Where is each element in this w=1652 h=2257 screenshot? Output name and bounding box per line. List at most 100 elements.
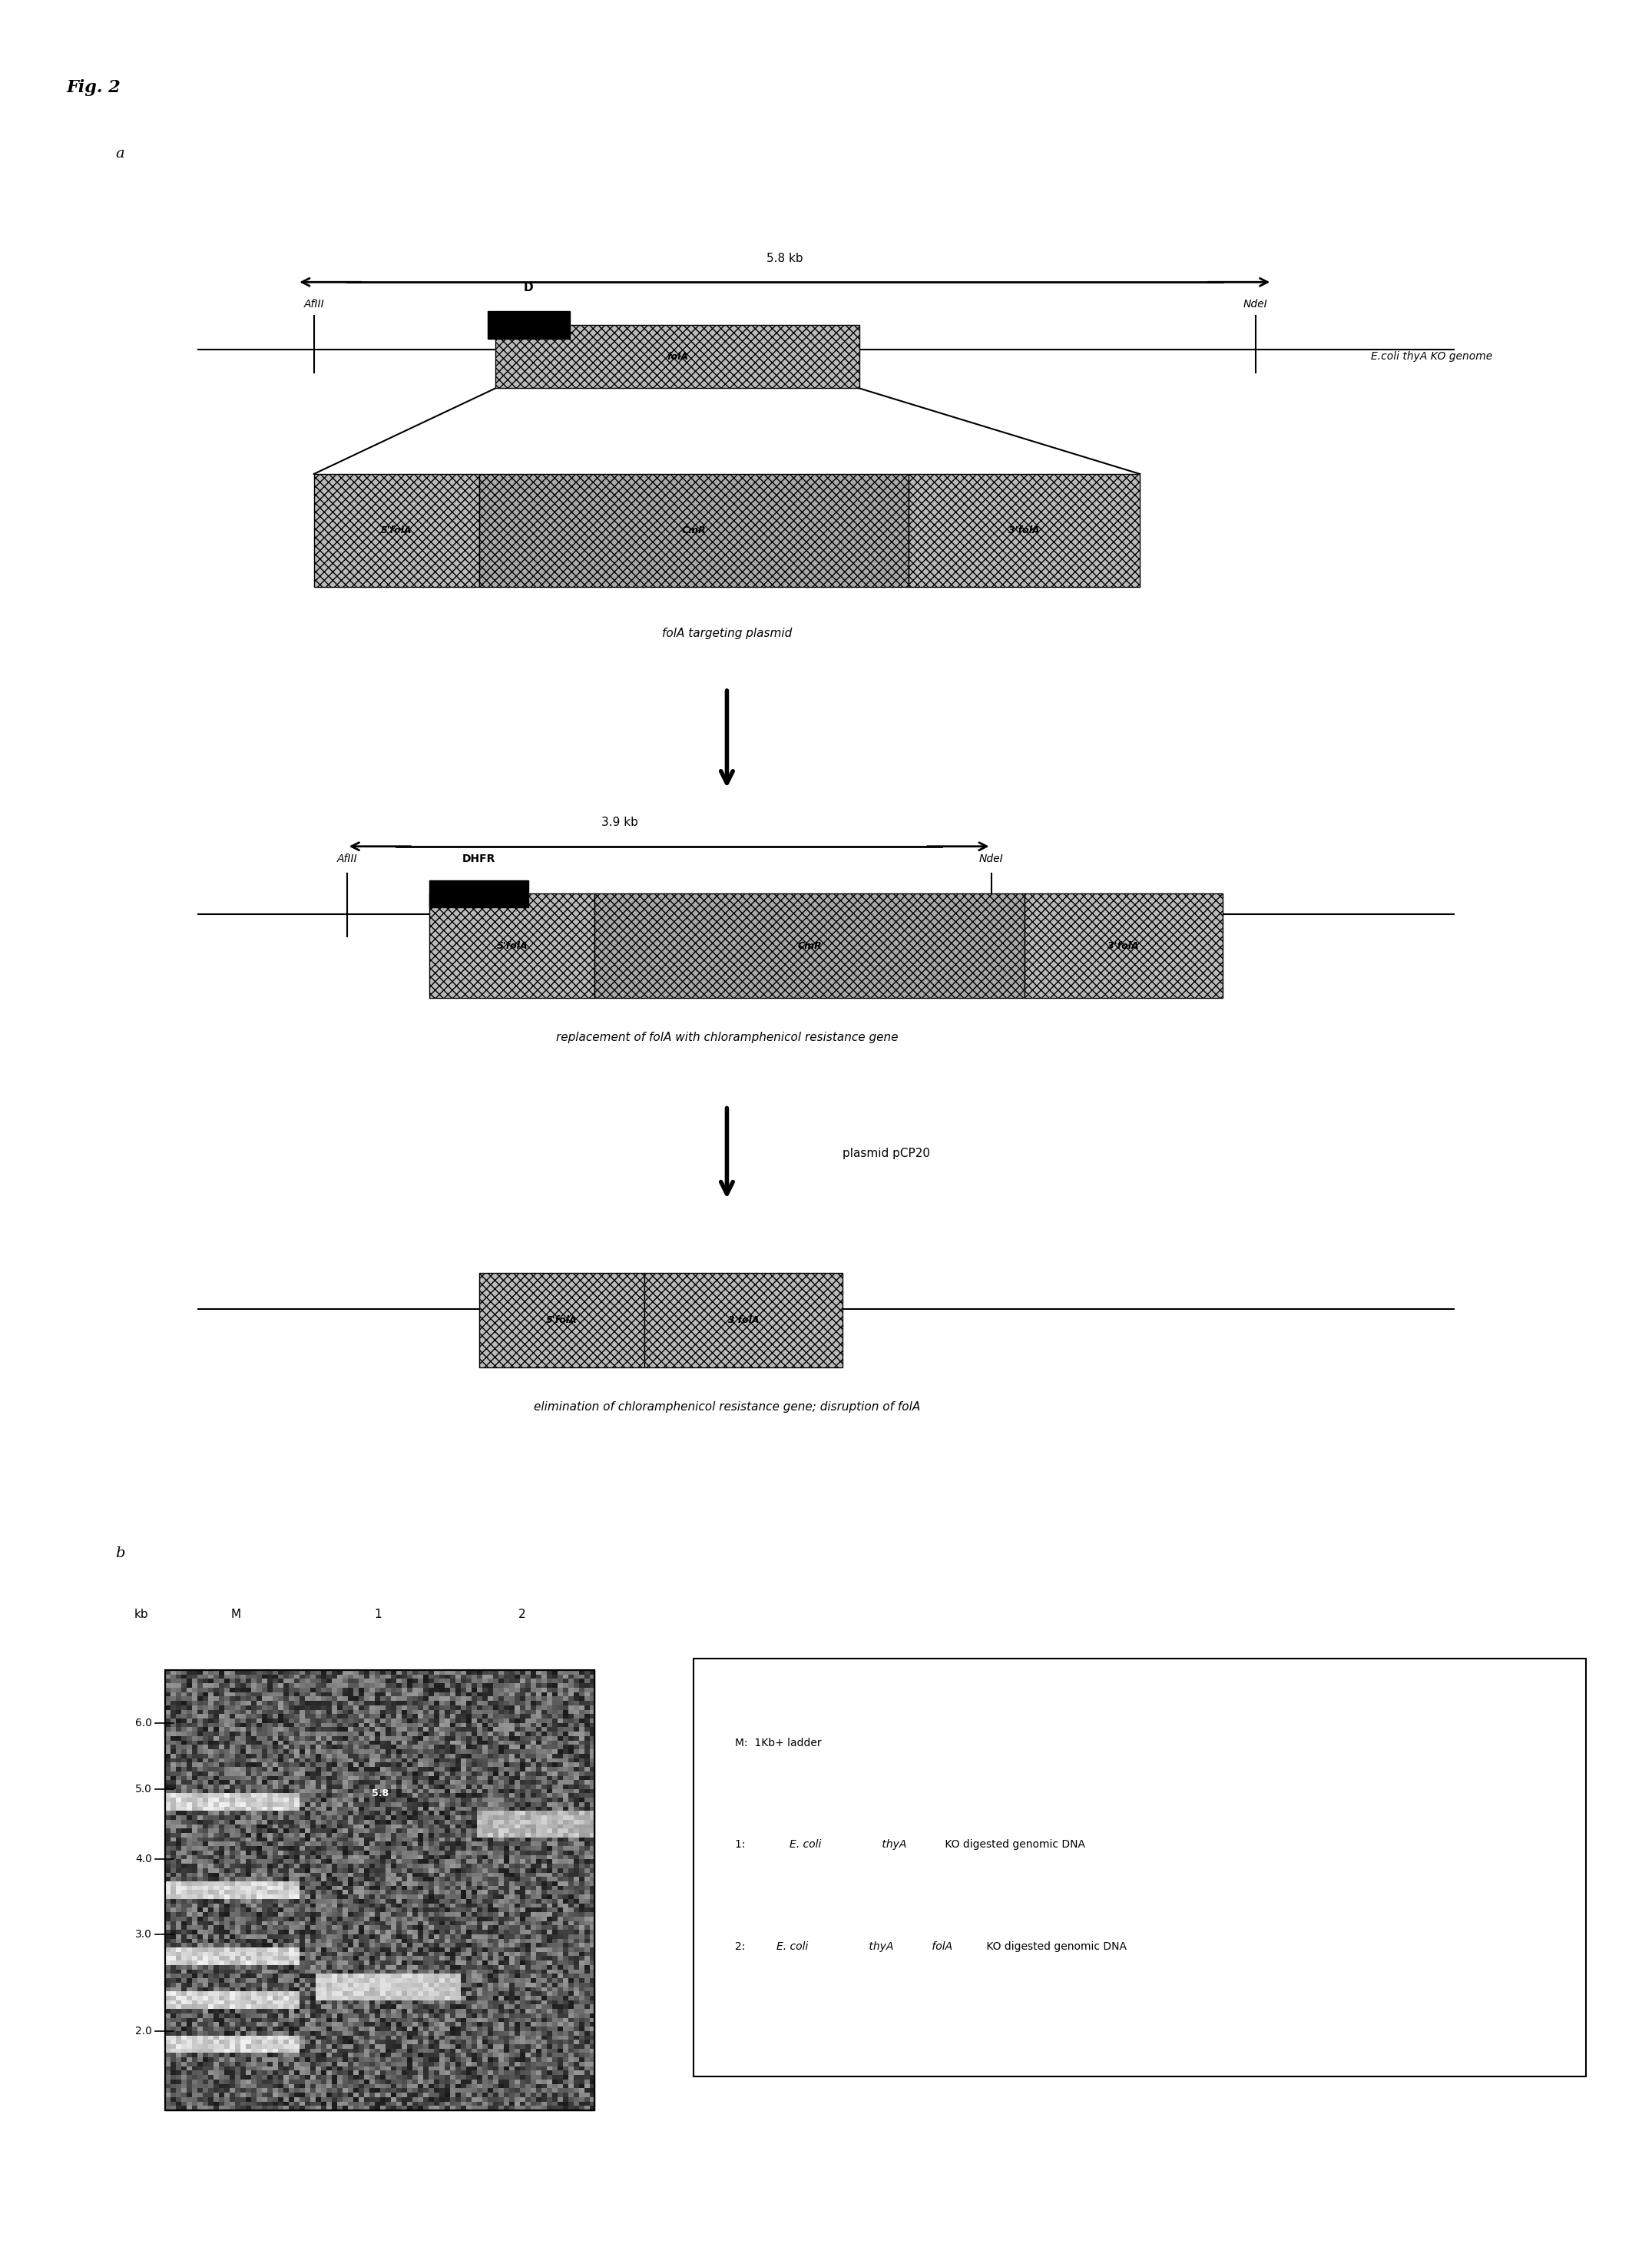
Text: thyA: thyA <box>879 1839 907 1851</box>
Bar <box>307 1736 449 1758</box>
Bar <box>165 1693 307 1715</box>
Text: NdeI: NdeI <box>1244 298 1267 309</box>
Text: 5'folA: 5'folA <box>547 1316 577 1325</box>
Bar <box>165 1758 307 1781</box>
Bar <box>307 1758 449 1781</box>
Bar <box>307 1824 449 1846</box>
Text: 3'folA: 3'folA <box>729 1316 758 1325</box>
Text: KO digested genomic DNA: KO digested genomic DNA <box>942 1839 1085 1851</box>
Bar <box>449 1934 595 1957</box>
Text: elimination of chloramphenicol resistance gene; disruption of folA: elimination of chloramphenicol resistanc… <box>534 1402 920 1413</box>
Text: 5'folA: 5'folA <box>382 526 411 535</box>
Bar <box>449 1715 595 1736</box>
Text: KO digested genomic DNA: KO digested genomic DNA <box>983 1941 1127 1952</box>
Bar <box>487 311 570 339</box>
Text: b: b <box>116 1546 126 1560</box>
Text: kb: kb <box>134 1609 149 1621</box>
Bar <box>165 2000 307 2022</box>
Bar <box>165 1824 307 1846</box>
Text: a: a <box>116 147 124 160</box>
Text: 5.0: 5.0 <box>135 1783 152 1794</box>
Text: D: D <box>524 282 534 293</box>
Bar <box>165 1934 307 1957</box>
Bar <box>307 1934 449 1957</box>
Bar <box>165 1977 307 2000</box>
Bar <box>165 2045 307 2067</box>
Text: CmR: CmR <box>682 526 705 535</box>
Bar <box>307 1693 449 1715</box>
Bar <box>449 1977 595 2000</box>
Bar <box>307 1957 449 1977</box>
Bar <box>307 1715 449 1736</box>
Bar <box>307 1670 449 1693</box>
Text: 5.8 kb: 5.8 kb <box>767 253 803 264</box>
Text: 3'folA: 3'folA <box>1009 526 1039 535</box>
Bar <box>165 2088 307 2110</box>
Text: AfIII: AfIII <box>337 853 357 864</box>
Bar <box>449 1801 595 1824</box>
Bar <box>449 1693 595 1715</box>
Text: 4.0: 4.0 <box>135 1853 152 1864</box>
Bar <box>449 2022 595 2045</box>
Text: 1:: 1: <box>735 1839 752 1851</box>
Bar <box>644 1273 843 1368</box>
Text: 2: 2 <box>519 1609 525 1621</box>
Text: DHFR: DHFR <box>463 853 496 864</box>
Text: Fig. 2: Fig. 2 <box>66 79 121 95</box>
Bar <box>449 1846 595 1869</box>
Text: 5'folA: 5'folA <box>497 941 527 950</box>
Bar <box>307 1801 449 1824</box>
Bar <box>449 1891 595 1912</box>
Text: 2:: 2: <box>735 1941 748 1952</box>
Bar <box>307 1781 449 1801</box>
Bar <box>165 1670 595 2110</box>
Bar <box>449 1781 595 1801</box>
Bar <box>479 1273 644 1368</box>
Bar <box>165 2022 307 2045</box>
Bar <box>909 474 1140 587</box>
Bar <box>449 1758 595 1781</box>
Text: folA targeting plasmid: folA targeting plasmid <box>662 627 791 639</box>
Bar <box>165 1781 307 1801</box>
Bar <box>1024 894 1222 998</box>
Text: 3'folA: 3'folA <box>1108 941 1138 950</box>
Text: 3.9 kb: 3.9 kb <box>601 817 638 828</box>
Text: AfIII: AfIII <box>304 298 324 309</box>
Text: CmR: CmR <box>798 941 821 950</box>
Bar <box>449 2000 595 2022</box>
Bar <box>307 2000 449 2022</box>
Bar <box>165 1670 595 2110</box>
Text: 1: 1 <box>373 1609 382 1621</box>
Text: E.coli thyA KO genome: E.coli thyA KO genome <box>1371 352 1493 361</box>
Bar <box>496 325 859 388</box>
Bar <box>307 2067 449 2088</box>
Bar <box>307 1977 449 2000</box>
Bar <box>165 1670 595 2110</box>
Bar <box>165 1912 307 1934</box>
Text: 2.0: 2.0 <box>135 2027 152 2036</box>
Text: replacement of folA with chloramphenicol resistance gene: replacement of folA with chloramphenicol… <box>555 1031 899 1043</box>
Bar <box>307 2022 449 2045</box>
Text: M: M <box>231 1609 241 1621</box>
Bar <box>165 1957 307 1977</box>
Bar <box>165 1869 307 1891</box>
Text: NdeI: NdeI <box>980 853 1003 864</box>
Bar <box>430 880 529 907</box>
Bar <box>430 894 595 998</box>
Bar <box>165 1670 307 1693</box>
Bar <box>165 2067 307 2088</box>
Text: M:  1Kb+ ladder: M: 1Kb+ ladder <box>735 1738 821 1749</box>
Bar <box>449 1957 595 1977</box>
Bar <box>449 1824 595 1846</box>
FancyBboxPatch shape <box>694 1659 1586 2076</box>
Bar <box>165 1846 307 1869</box>
Text: folA: folA <box>928 1941 952 1952</box>
Bar <box>449 2088 595 2110</box>
Bar <box>307 1891 449 1912</box>
Text: E. coli: E. coli <box>776 1941 808 1952</box>
Bar <box>165 1801 307 1824</box>
Bar <box>307 1846 449 1869</box>
Bar <box>307 2045 449 2067</box>
Bar <box>307 1912 449 1934</box>
Bar <box>165 1715 307 1736</box>
